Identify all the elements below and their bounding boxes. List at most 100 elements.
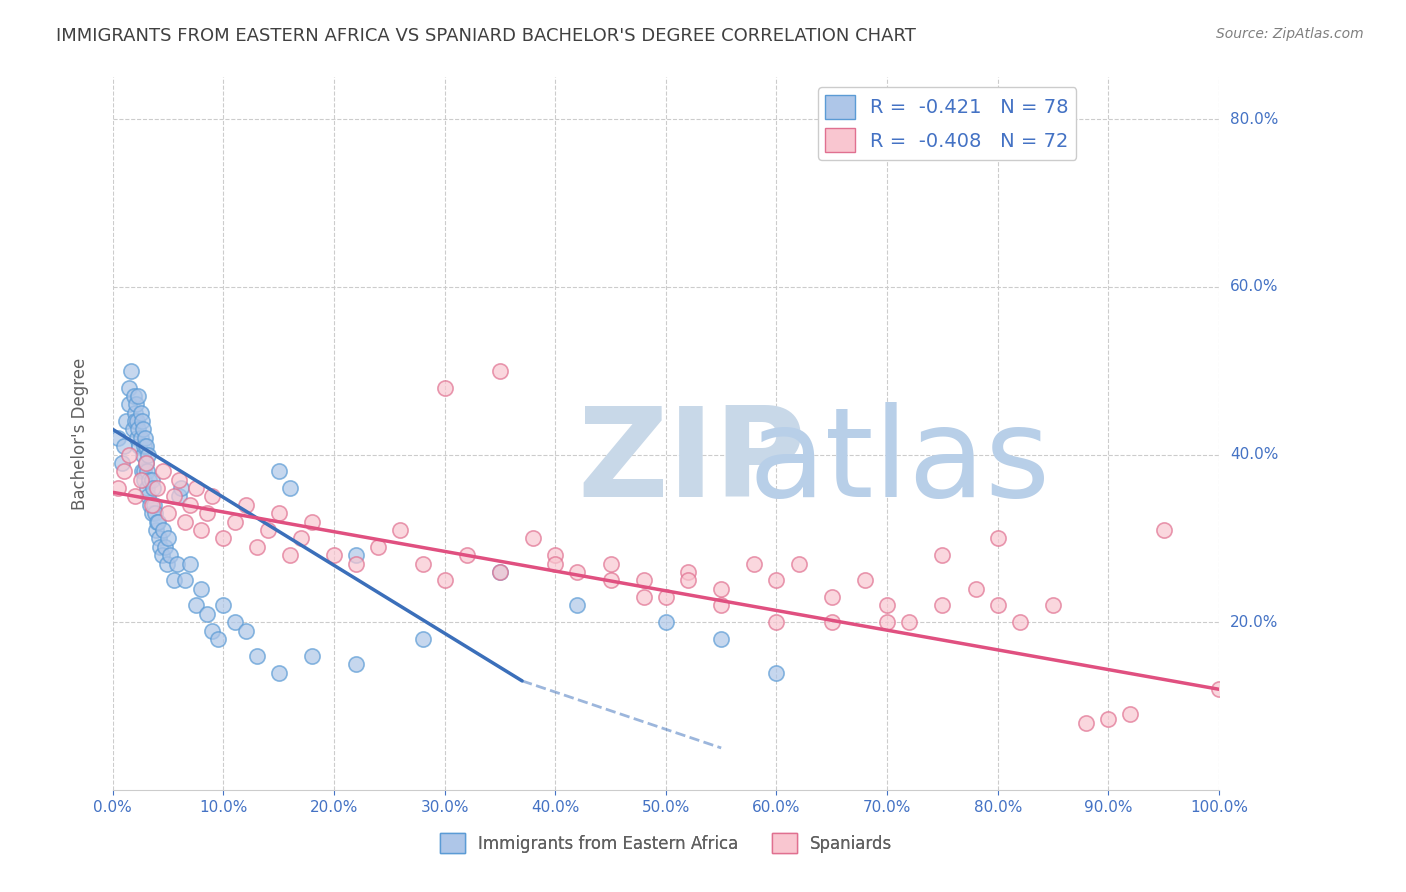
Point — [246, 540, 269, 554]
Point — [256, 523, 278, 537]
Point — [118, 380, 141, 394]
Point — [146, 481, 169, 495]
Point — [344, 548, 367, 562]
Point — [235, 498, 257, 512]
Point — [821, 615, 844, 630]
Point — [489, 565, 512, 579]
Point — [290, 532, 312, 546]
Point — [131, 464, 153, 478]
Point — [136, 464, 159, 478]
Point — [1008, 615, 1031, 630]
Point — [821, 590, 844, 604]
Point — [876, 599, 898, 613]
Point — [152, 464, 174, 478]
Point — [212, 599, 235, 613]
Point — [433, 574, 456, 588]
Text: ZIP: ZIP — [578, 401, 806, 523]
Text: 20.0%: 20.0% — [1230, 615, 1278, 630]
Point — [136, 448, 159, 462]
Point — [201, 624, 224, 638]
Point — [135, 439, 157, 453]
Point — [710, 632, 733, 646]
Point — [853, 574, 876, 588]
Point — [1097, 712, 1119, 726]
Point — [190, 523, 212, 537]
Text: 40.0%: 40.0% — [1230, 447, 1278, 462]
Point — [112, 464, 135, 478]
Point — [153, 540, 176, 554]
Point — [129, 406, 152, 420]
Point — [156, 557, 179, 571]
Point — [157, 532, 180, 546]
Point — [344, 557, 367, 571]
Point — [965, 582, 987, 596]
Point — [127, 431, 149, 445]
Point — [111, 456, 134, 470]
Point — [159, 548, 181, 562]
Point — [129, 473, 152, 487]
Point — [522, 532, 544, 546]
Point — [157, 506, 180, 520]
Text: Source: ZipAtlas.com: Source: ZipAtlas.com — [1216, 27, 1364, 41]
Text: 60.0%: 60.0% — [1230, 279, 1278, 294]
Point — [118, 397, 141, 411]
Point — [146, 515, 169, 529]
Point — [224, 515, 246, 529]
Point — [987, 532, 1010, 546]
Point — [412, 632, 434, 646]
Point — [132, 439, 155, 453]
Point — [931, 599, 953, 613]
Point — [132, 448, 155, 462]
Point — [433, 380, 456, 394]
Point — [148, 515, 170, 529]
Point — [118, 448, 141, 462]
Point — [167, 473, 190, 487]
Point — [1153, 523, 1175, 537]
Text: 80.0%: 80.0% — [1230, 112, 1278, 127]
Point — [676, 574, 699, 588]
Point — [278, 481, 301, 495]
Point — [633, 574, 655, 588]
Point — [163, 574, 186, 588]
Point — [184, 599, 207, 613]
Point — [132, 464, 155, 478]
Point — [301, 515, 323, 529]
Point — [224, 615, 246, 630]
Point — [195, 506, 218, 520]
Point — [149, 540, 172, 554]
Point — [173, 515, 195, 529]
Point — [1119, 707, 1142, 722]
Point — [489, 565, 512, 579]
Point — [1208, 682, 1230, 697]
Point — [212, 532, 235, 546]
Point — [301, 648, 323, 663]
Point — [148, 532, 170, 546]
Point — [633, 590, 655, 604]
Point — [141, 506, 163, 520]
Point — [179, 498, 201, 512]
Point — [124, 490, 146, 504]
Point — [456, 548, 478, 562]
Point — [127, 389, 149, 403]
Point — [898, 615, 921, 630]
Point — [132, 422, 155, 436]
Point — [129, 431, 152, 445]
Point — [599, 557, 621, 571]
Point — [152, 523, 174, 537]
Point — [145, 523, 167, 537]
Point — [267, 464, 290, 478]
Point — [184, 481, 207, 495]
Point — [173, 574, 195, 588]
Text: atlas: atlas — [749, 401, 1050, 523]
Point — [323, 548, 346, 562]
Point — [710, 582, 733, 596]
Point — [134, 431, 156, 445]
Point — [544, 548, 567, 562]
Point — [1042, 599, 1064, 613]
Point — [544, 557, 567, 571]
Point — [124, 406, 146, 420]
Point — [127, 414, 149, 428]
Point — [367, 540, 389, 554]
Point — [655, 590, 678, 604]
Point — [267, 665, 290, 680]
